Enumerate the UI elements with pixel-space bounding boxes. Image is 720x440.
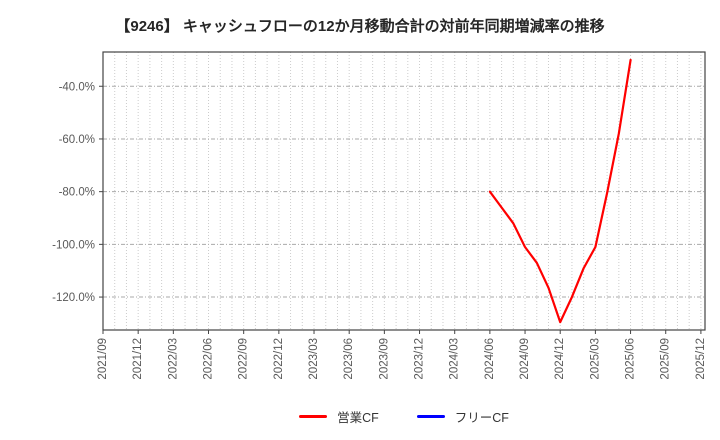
- x-tick-label: 2024/06: [484, 338, 496, 380]
- x-tick-label: 2022/12: [273, 338, 285, 380]
- legend: 営業CF フリーCF: [103, 406, 705, 426]
- x-tick-label: 2024/09: [519, 338, 531, 380]
- chart-title: 【9246】 キャッシュフローの12か月移動合計の対前年同期増減率の推移: [115, 18, 605, 35]
- x-tick-label: 2024/03: [449, 338, 461, 380]
- x-tick-label: 2023/06: [343, 338, 355, 380]
- y-tick-label: -80.0%: [59, 187, 95, 199]
- x-tick-label: 2022/06: [203, 338, 215, 380]
- y-tick-label: -120.0%: [52, 292, 95, 304]
- x-tick-label: 2023/03: [308, 338, 320, 380]
- x-tick-label: 2025/03: [589, 338, 601, 380]
- x-tick-label: 2024/12: [554, 338, 566, 380]
- y-tick-label: -100.0%: [52, 239, 95, 251]
- x-tick-label: 2025/06: [625, 338, 637, 380]
- legend-label-operating-cf: 営業CF: [337, 410, 379, 425]
- x-tick-label: 2021/12: [132, 338, 144, 380]
- legend-line-free-cf: [416, 414, 445, 418]
- x-tick-label: 2022/09: [238, 338, 250, 380]
- x-tick-label: 2025/12: [695, 338, 707, 380]
- legend-label-free-cf: フリーCF: [454, 410, 509, 425]
- y-tick-label: -40.0%: [59, 81, 95, 93]
- x-tick-label: 2021/09: [97, 338, 109, 380]
- x-tick-label: 2023/09: [378, 338, 390, 380]
- x-tick-label: 2023/12: [414, 338, 426, 380]
- x-tick-label: 2022/03: [167, 338, 179, 380]
- x-tick-label: 2025/09: [660, 338, 672, 380]
- plot-border: [102, 51, 706, 331]
- legend-item-free-cf: フリーCF: [416, 407, 509, 426]
- legend-item-operating-cf: 営業CF: [299, 407, 379, 426]
- series-line-営業CF: [488, 58, 632, 324]
- y-tick-label: -60.0%: [59, 134, 95, 146]
- legend-line-operating-cf: [299, 414, 328, 418]
